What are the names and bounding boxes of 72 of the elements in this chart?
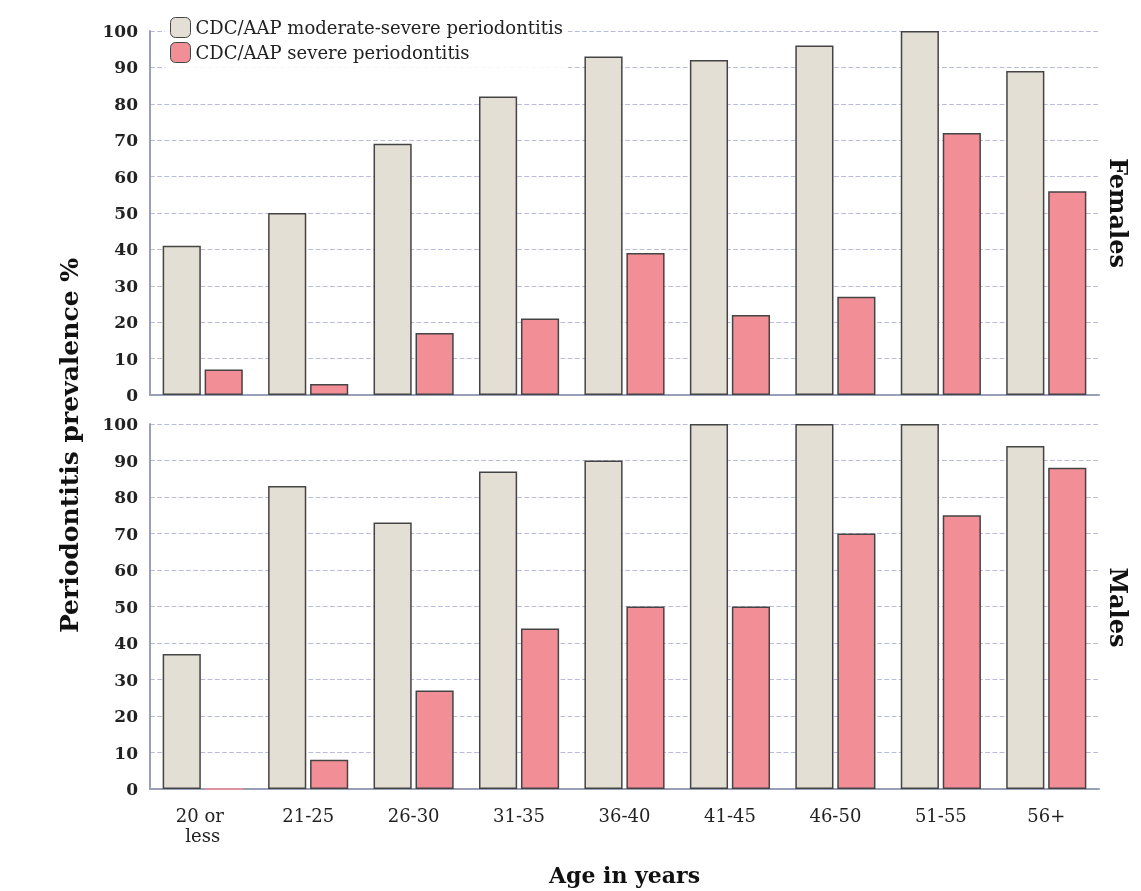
bar [731,606,771,789]
x-tick-label: 56+ [1027,804,1066,826]
y-tick-label: 0 [126,385,139,405]
bar [520,628,560,789]
y-tick-label: 30 [114,275,139,296]
x-axis-title: Age in years [547,862,701,888]
y-axis-title: Periodontitis prevalence % [55,257,85,634]
bar [162,653,201,789]
bar [162,245,201,395]
y-tick-label: 50 [114,203,139,223]
y-tick-label: 0 [126,779,139,799]
bar [310,759,349,789]
y-tick-label: 80 [114,487,139,507]
bar [415,690,454,789]
y-tick-label: 10 [114,348,139,369]
bar [626,606,665,789]
bar [520,318,560,395]
y-tick-label: 100 [102,21,139,41]
y-tick-label: 40 [114,633,139,653]
x-tick-label: 51-55 [914,804,967,826]
y-tick-label: 20 [114,312,139,333]
y-tick-label: 60 [114,560,139,580]
bar [837,533,876,789]
y-tick-label: 90 [114,450,139,471]
legend-label: CDC/AAP severe periodontitis [195,42,470,63]
y2-axis-title: Males [1103,567,1133,648]
bar [478,471,518,789]
bar [689,60,729,395]
bar [900,31,939,395]
bar [268,213,307,395]
y-tick-label: 20 [114,706,139,726]
x-tick-label: 31-35 [493,804,545,826]
bar [268,486,307,789]
x-tick-label: 46-50 [809,804,862,826]
bar [1006,71,1045,395]
x-tick-label: 20 or less [175,804,230,846]
bar [795,45,834,395]
bar [1006,445,1045,789]
bar [584,460,623,789]
bar [310,384,349,395]
y2-axis-title: Females [1103,158,1133,268]
bar [626,253,665,395]
bar [942,132,981,395]
y-tick-label: 70 [114,130,139,151]
bar [1048,191,1087,395]
bar [478,96,518,395]
y-tick-label: 90 [114,57,139,78]
y-tick-label: 70 [114,523,139,544]
x-tick-label: 41-45 [704,804,756,826]
y-tick-label: 10 [114,742,139,763]
y-tick-label: 40 [114,239,139,260]
bar [689,424,729,789]
bar [204,369,243,395]
bar [900,424,939,789]
y-tick-label: 50 [114,596,139,617]
bar [942,515,981,789]
y-tick-label: 80 [114,93,139,114]
bar [731,314,771,395]
y-tick-label: 60 [114,166,139,187]
y-tick-label: 100 [102,414,139,434]
x-tick-label: 36-40 [598,804,651,826]
bar [373,522,412,789]
bar [373,143,412,395]
bar [795,424,834,789]
bar [837,296,876,395]
bar [1048,467,1087,789]
y-tick-label: 30 [114,669,139,690]
bar [415,333,454,395]
legend-label: CDC/AAP moderate-severe periodontitis [195,17,563,38]
bar [584,56,623,395]
x-tick-label: 26-30 [387,804,440,826]
x-tick-label: 21-25 [282,804,335,826]
